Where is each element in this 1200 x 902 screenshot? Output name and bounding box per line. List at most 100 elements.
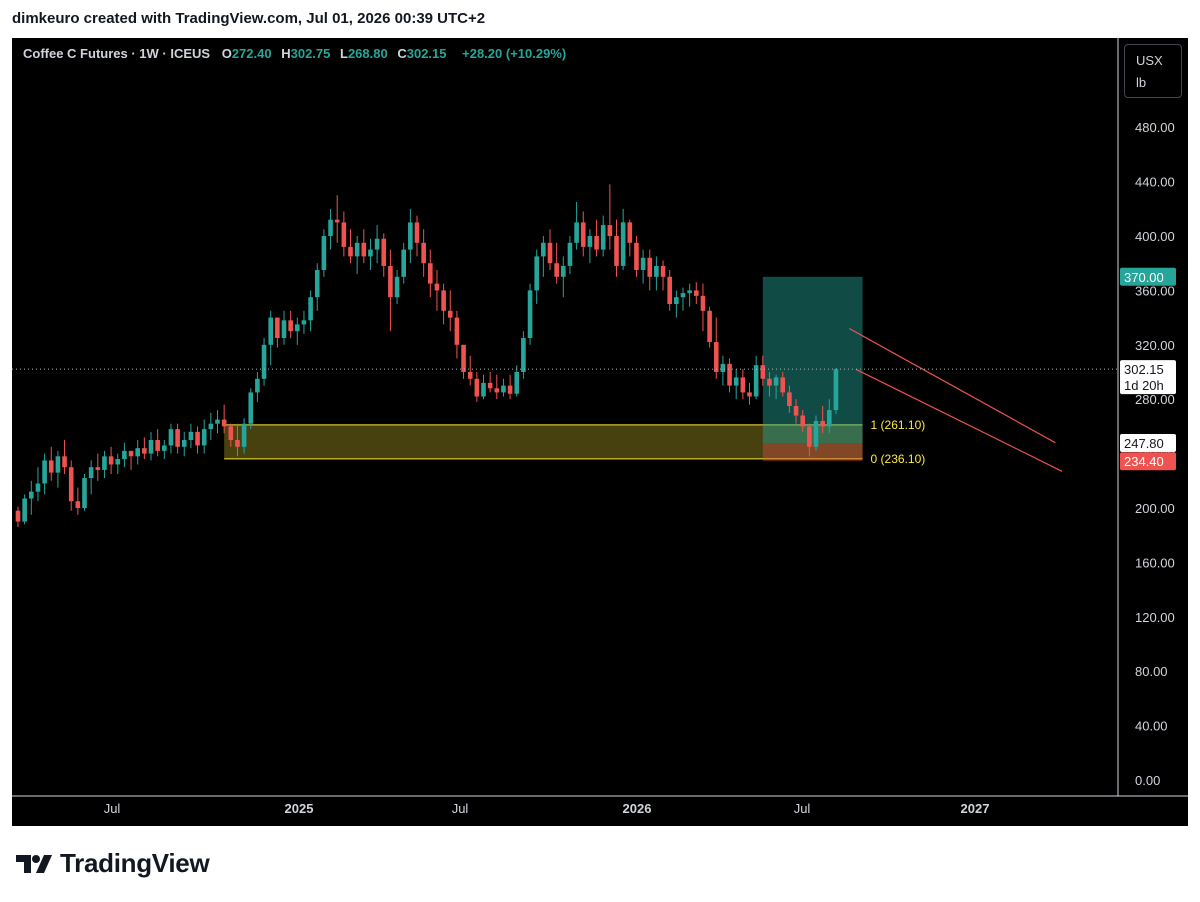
candle[interactable] <box>800 410 805 432</box>
candle[interactable] <box>467 355 473 386</box>
candle[interactable] <box>580 211 586 257</box>
candle[interactable] <box>461 344 466 379</box>
candle[interactable] <box>674 290 679 318</box>
candle[interactable] <box>454 310 460 359</box>
candle[interactable] <box>361 229 367 264</box>
candle[interactable] <box>29 480 34 515</box>
candle[interactable] <box>494 374 500 400</box>
candle[interactable] <box>288 310 293 338</box>
candle[interactable] <box>827 399 832 434</box>
candle[interactable] <box>767 372 772 397</box>
stop-loss-box[interactable] <box>762 442 863 462</box>
candle[interactable] <box>341 211 347 257</box>
candle[interactable] <box>248 388 254 430</box>
candle[interactable] <box>614 219 619 277</box>
candle[interactable] <box>600 215 606 257</box>
unit-selector[interactable]: USX lb <box>1124 44 1182 98</box>
candle[interactable] <box>195 426 200 454</box>
candle[interactable] <box>135 440 140 465</box>
candle[interactable] <box>441 283 446 325</box>
candle[interactable] <box>255 372 260 402</box>
candle[interactable] <box>527 283 533 345</box>
candle[interactable] <box>381 233 387 277</box>
demand-zone[interactable] <box>224 424 863 459</box>
candle[interactable] <box>82 474 87 511</box>
candle[interactable] <box>95 453 101 481</box>
candle[interactable] <box>567 236 573 275</box>
candle[interactable] <box>75 487 81 515</box>
candle[interactable] <box>554 242 559 284</box>
candle[interactable] <box>654 256 659 291</box>
candle[interactable] <box>474 372 480 402</box>
candle[interactable] <box>667 270 672 311</box>
candle[interactable] <box>753 355 759 400</box>
candle[interactable] <box>793 399 799 424</box>
candle[interactable] <box>833 367 839 415</box>
candle[interactable] <box>388 249 393 332</box>
candle[interactable] <box>268 310 273 366</box>
candle[interactable] <box>740 369 746 400</box>
candle[interactable] <box>348 229 353 264</box>
candle[interactable] <box>428 249 433 298</box>
candle[interactable] <box>713 317 719 379</box>
candle[interactable] <box>820 406 825 434</box>
candle[interactable] <box>447 290 453 332</box>
price-chart[interactable]: 0.0040.0080.00120.00160.00200.00240.0028… <box>12 38 1188 826</box>
candle[interactable] <box>780 372 786 397</box>
candle[interactable] <box>102 450 107 479</box>
tradingview-logo[interactable]: TradingView <box>14 848 210 879</box>
candle[interactable] <box>35 467 41 502</box>
chart-frame[interactable]: 0.0040.0080.00120.00160.00200.00240.0028… <box>12 38 1188 826</box>
candle[interactable] <box>694 282 699 304</box>
candle[interactable] <box>261 338 267 386</box>
candle[interactable] <box>328 208 333 250</box>
candle[interactable] <box>607 184 613 250</box>
candle[interactable] <box>48 446 54 481</box>
candle[interactable] <box>55 450 61 488</box>
candle[interactable] <box>408 208 413 264</box>
candle[interactable] <box>15 506 21 528</box>
candle[interactable] <box>434 270 440 311</box>
candle[interactable] <box>235 423 240 457</box>
candle[interactable] <box>334 195 340 243</box>
candle[interactable] <box>587 229 593 264</box>
candle[interactable] <box>88 460 94 495</box>
candle[interactable] <box>128 450 134 470</box>
candle[interactable] <box>22 494 27 525</box>
candle[interactable] <box>68 460 74 511</box>
candle[interactable] <box>507 374 513 400</box>
candle[interactable] <box>787 385 792 413</box>
candle[interactable] <box>201 419 207 454</box>
candle[interactable] <box>241 418 247 454</box>
candle[interactable] <box>501 378 506 397</box>
candle[interactable] <box>314 263 320 311</box>
candle[interactable] <box>42 453 47 495</box>
candle[interactable] <box>208 412 214 440</box>
candle[interactable] <box>122 442 127 468</box>
candle[interactable] <box>401 242 406 284</box>
candle[interactable] <box>813 415 819 451</box>
candle[interactable] <box>707 306 712 348</box>
candle[interactable] <box>521 331 526 379</box>
candle[interactable] <box>627 219 633 257</box>
candle[interactable] <box>354 236 360 275</box>
candle[interactable] <box>687 283 692 307</box>
candle[interactable] <box>155 429 160 457</box>
candle[interactable] <box>727 358 732 393</box>
candle[interactable] <box>487 372 493 393</box>
candle[interactable] <box>62 440 67 474</box>
candle[interactable] <box>368 238 373 270</box>
candle[interactable] <box>720 355 726 386</box>
candle[interactable] <box>541 236 546 277</box>
candle[interactable] <box>660 260 666 291</box>
candle[interactable] <box>574 202 579 250</box>
candle[interactable] <box>281 310 287 345</box>
candle[interactable] <box>547 229 553 270</box>
candle[interactable] <box>108 446 114 474</box>
candle[interactable] <box>640 249 646 284</box>
channel-lower-line[interactable] <box>855 368 1063 472</box>
candle[interactable] <box>807 423 812 457</box>
candle[interactable] <box>301 310 307 334</box>
candle[interactable] <box>115 453 121 474</box>
candle[interactable] <box>414 215 420 257</box>
